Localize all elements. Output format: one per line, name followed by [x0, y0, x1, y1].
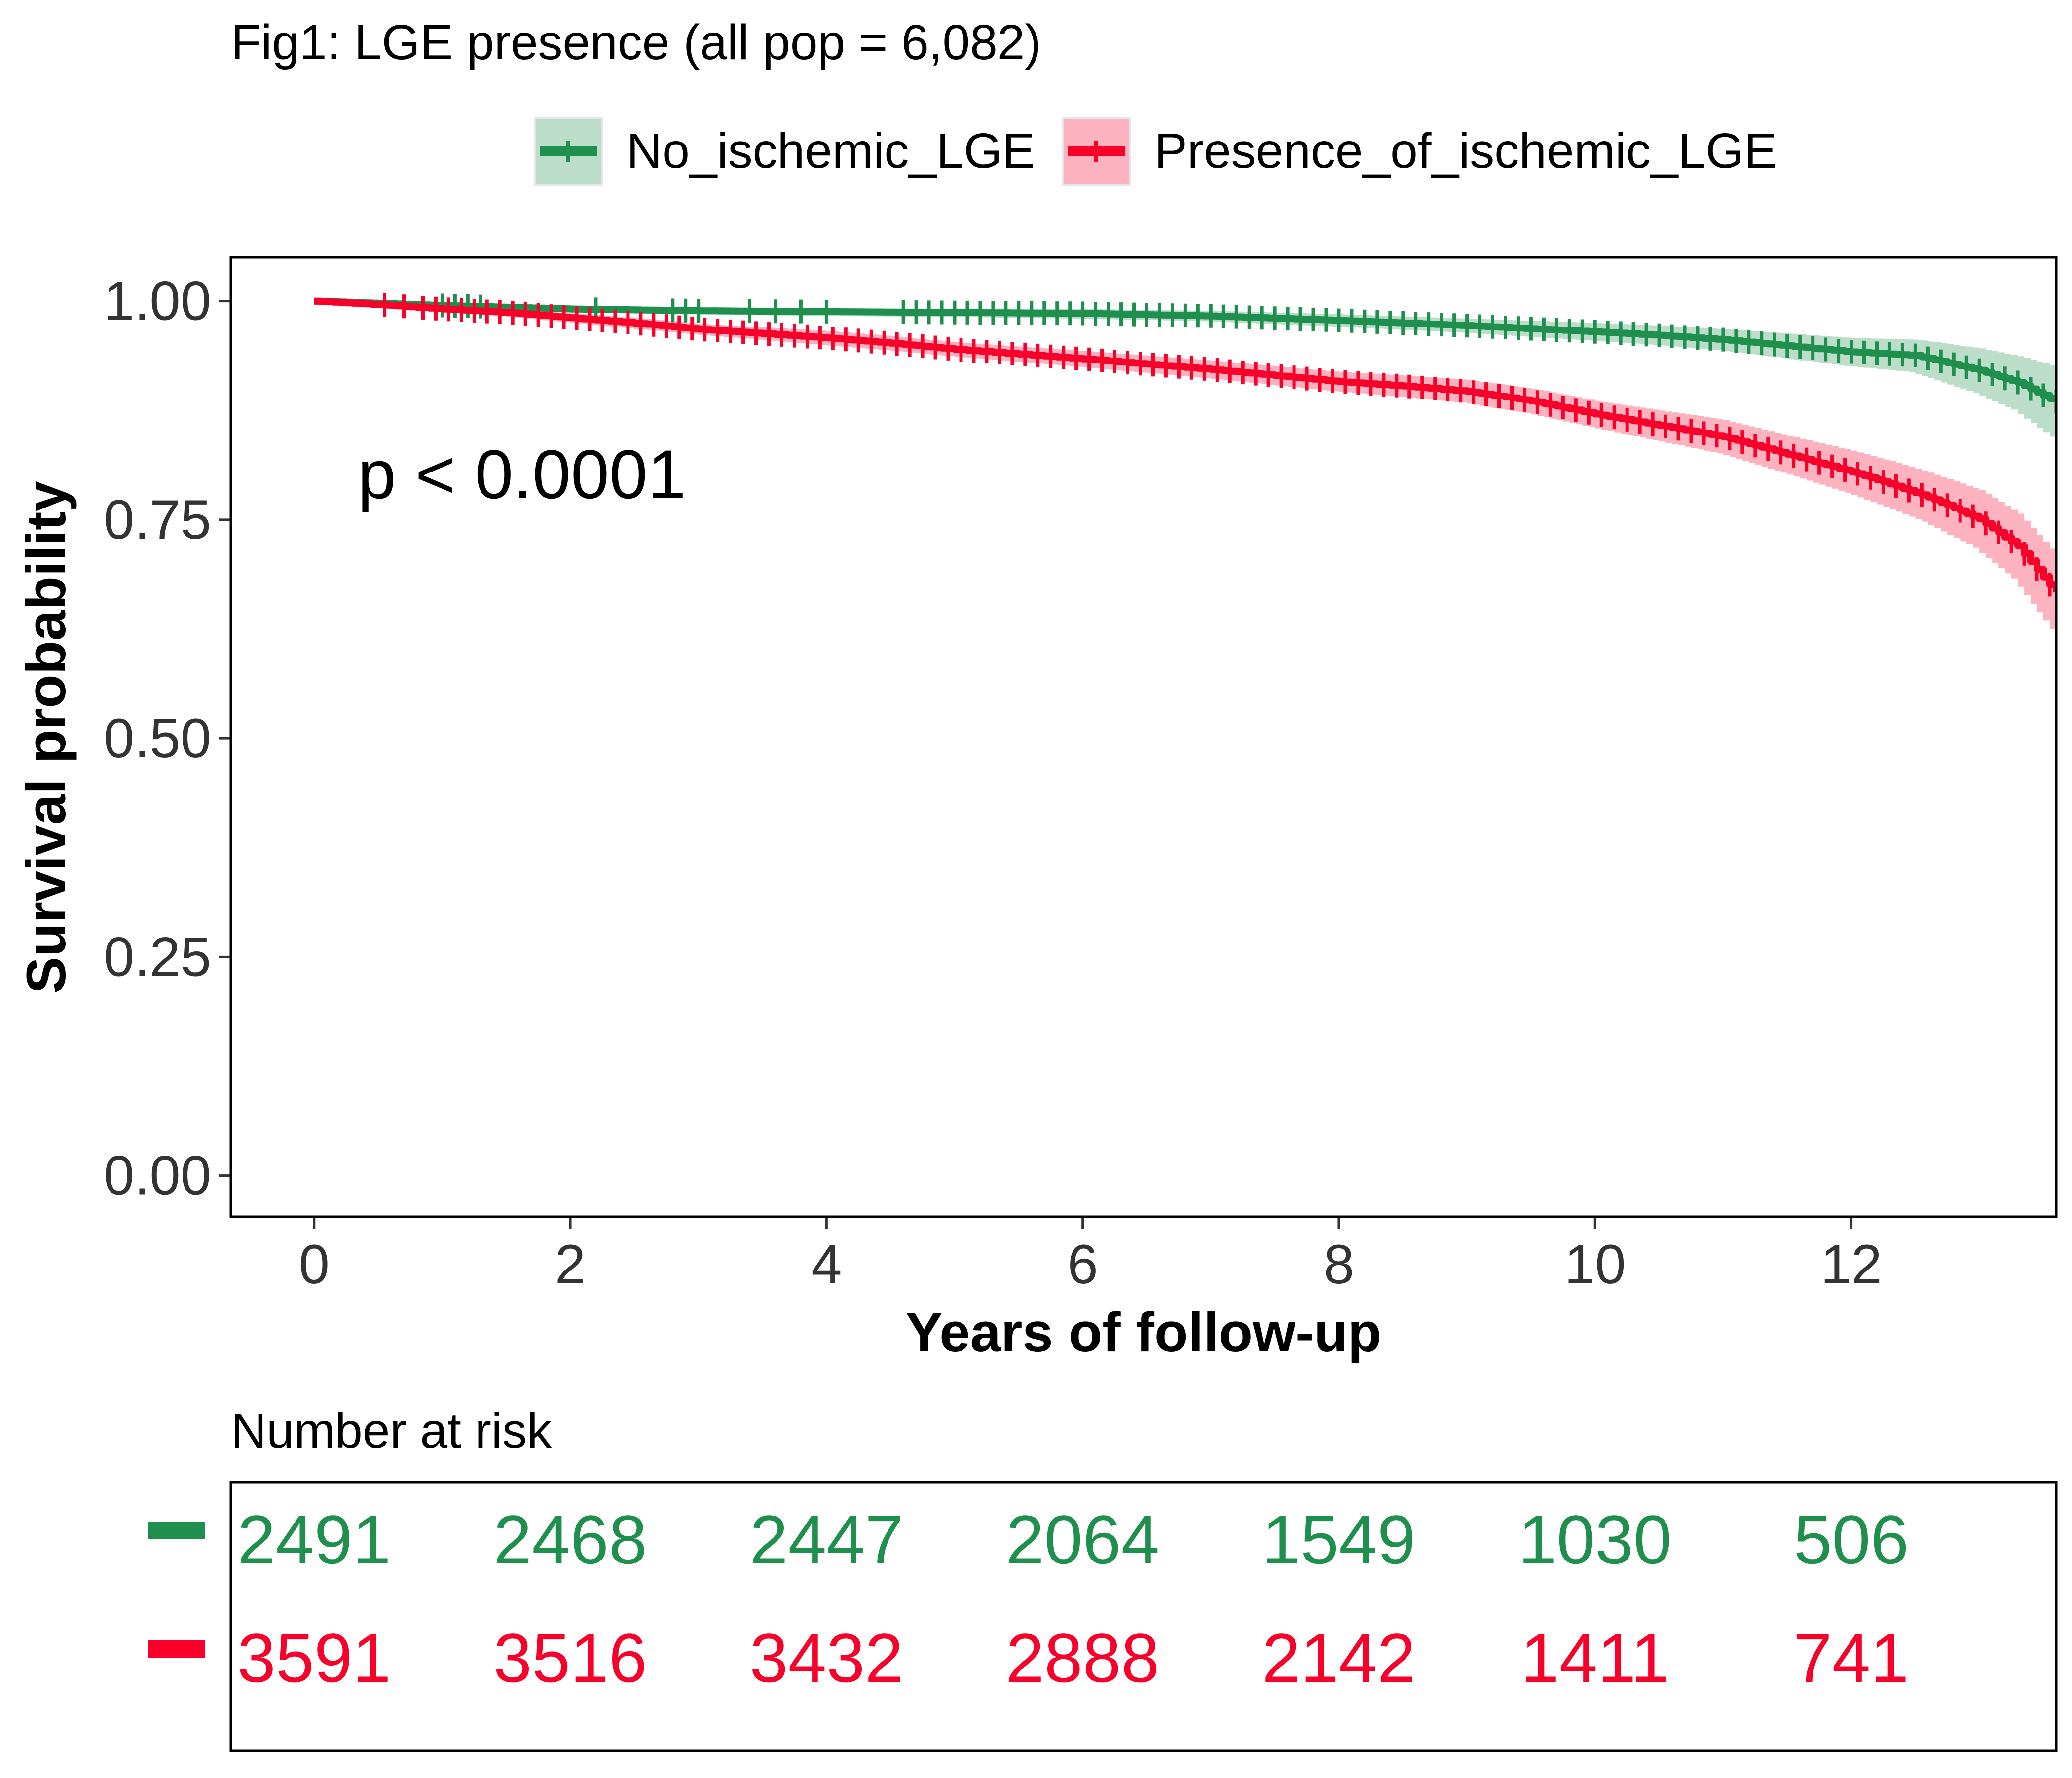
- risk-count-no-ischemic: 2064: [1006, 1501, 1159, 1578]
- y-tick-label: 0.75: [104, 489, 211, 550]
- plot-area: [314, 293, 2056, 629]
- risk-count-ischemic: 2142: [1262, 1619, 1415, 1697]
- risk-count-no-ischemic: 1030: [1518, 1501, 1672, 1578]
- y-axis: 0.00 0.25 0.50 0.75 1.00: [104, 270, 231, 1206]
- x-tick-label: 8: [1324, 1234, 1354, 1295]
- legend-label-ischemic: Presence_of_ischemic_LGE: [1154, 123, 1777, 179]
- risk-table-title: Number at risk: [231, 1403, 552, 1458]
- risk-count-ischemic: 2888: [1006, 1619, 1159, 1697]
- risk-count-ischemic: 3432: [750, 1619, 903, 1697]
- x-axis: 0 2 4 6 8 10 12: [299, 1217, 1882, 1295]
- risk-count-ischemic: 1411: [1521, 1619, 1669, 1697]
- plot-content: [314, 293, 2056, 629]
- risk-count-no-ischemic: 2447: [750, 1501, 903, 1578]
- risk-count-ischemic: 3591: [237, 1619, 391, 1697]
- x-tick-label: 0: [299, 1234, 330, 1295]
- risk-count-ischemic: 741: [1794, 1619, 1909, 1697]
- risk-count-no-ischemic: 1549: [1262, 1501, 1415, 1578]
- x-tick-label: 12: [1820, 1234, 1882, 1295]
- risk-table-border: [229, 1481, 2058, 1752]
- legend-label-no-ischemic: No_ischemic_LGE: [627, 123, 1035, 179]
- risk-row-key-ischemic: [148, 1640, 205, 1658]
- chart-title: Fig1: LGE presence (all pop = 6,082): [231, 15, 1041, 70]
- x-tick-label: 6: [1068, 1234, 1098, 1295]
- x-axis-title: Years of follow-up: [906, 1302, 1382, 1363]
- y-tick-label: 0.50: [104, 707, 211, 769]
- x-tick-label: 10: [1564, 1234, 1626, 1295]
- risk-table: 2491 2468 2447 2064 1549 1030 506 3591 3516 3432 2…: [148, 1501, 1909, 1697]
- risk-count-ischemic: 3516: [493, 1619, 647, 1697]
- y-tick-label: 0.25: [104, 926, 211, 987]
- risk-row-key-no-ischemic: [148, 1522, 205, 1539]
- y-axis-title: Survival probability: [15, 481, 77, 993]
- risk-count-no-ischemic: 2468: [493, 1501, 647, 1578]
- x-tick-label: 2: [555, 1234, 586, 1295]
- plot-panel-border: [229, 256, 2058, 1218]
- p-value-annotation: p < 0.0001: [358, 435, 686, 513]
- y-tick-label: 0.00: [104, 1145, 211, 1206]
- y-tick-label: 1.00: [104, 270, 211, 332]
- risk-count-no-ischemic: 2491: [237, 1501, 391, 1578]
- risk-count-no-ischemic: 506: [1794, 1501, 1909, 1578]
- x-tick-label: 4: [811, 1234, 842, 1295]
- legend: No_ischemic_LGE Presence_of_ischemic_LGE: [534, 117, 1777, 186]
